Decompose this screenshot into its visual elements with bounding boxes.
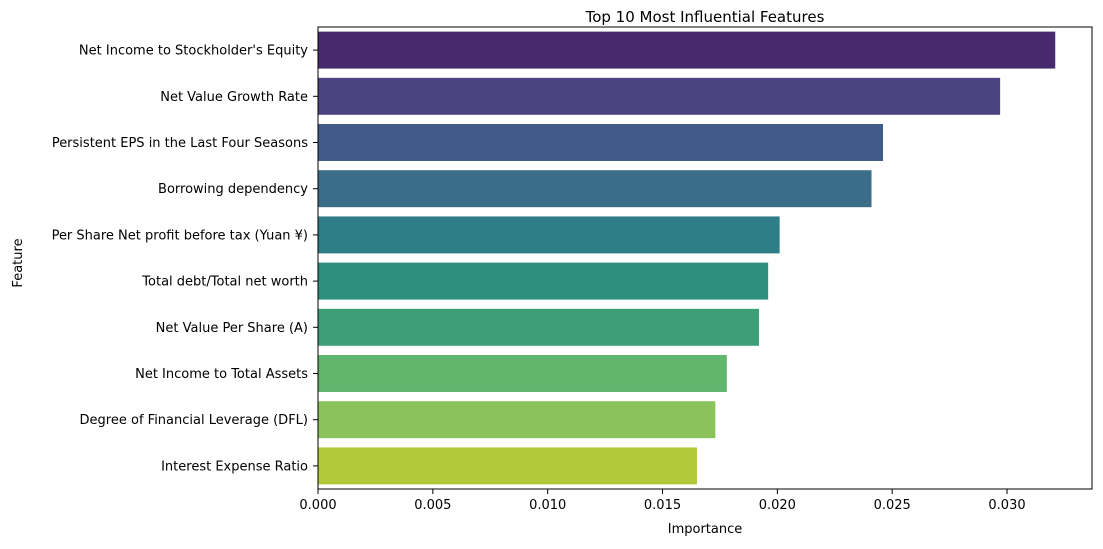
chart-title: Top 10 Most Influential Features [585, 8, 825, 26]
x-tick-label: 0.030 [988, 498, 1025, 513]
bar [318, 31, 1056, 69]
bars-group [318, 31, 1056, 485]
y-tick-label: Borrowing dependency [158, 182, 308, 197]
plot-frame [317, 26, 1093, 490]
x-tick-label: 0.005 [414, 498, 451, 513]
bar [318, 401, 716, 439]
x-tick-label: 0.010 [529, 498, 566, 513]
bar [318, 216, 780, 254]
y-tick-label: Per Share Net profit before tax (Yuan ¥) [52, 228, 308, 243]
bar [318, 308, 759, 346]
y-tick-label: Net Income to Total Assets [135, 367, 308, 382]
bar [318, 124, 883, 161]
y-tick-label: Net Value Per Share (A) [156, 321, 308, 336]
y-tick-label: Degree of Financial Leverage (DFL) [80, 413, 308, 428]
bar [318, 77, 1001, 115]
x-axis-ticks: 0.000 0.005 0.010 0.015 0.020 0.025 0.030 [299, 489, 1026, 513]
y-axis-label: Feature [11, 238, 26, 287]
x-axis-label: Importance [668, 522, 743, 537]
y-axis-ticks: Net Income to Stockholder's Equity Net V… [52, 44, 318, 474]
y-tick-label: Interest Expense Ratio [161, 459, 308, 474]
y-tick-label: Persistent EPS in the Last Four Seasons [52, 136, 308, 151]
y-tick-label: Net Income to Stockholder's Equity [79, 44, 308, 59]
x-tick-label: 0.000 [299, 498, 336, 513]
x-tick-label: 0.020 [759, 498, 796, 513]
bar [318, 170, 872, 208]
bar [318, 262, 769, 300]
y-tick-label: Net Value Growth Rate [160, 90, 308, 105]
x-tick-label: 0.025 [874, 498, 911, 513]
bar [318, 355, 727, 392]
x-tick-label: 0.015 [644, 498, 681, 513]
bar [318, 447, 697, 485]
y-tick-label: Total debt/Total net worth [141, 275, 308, 290]
